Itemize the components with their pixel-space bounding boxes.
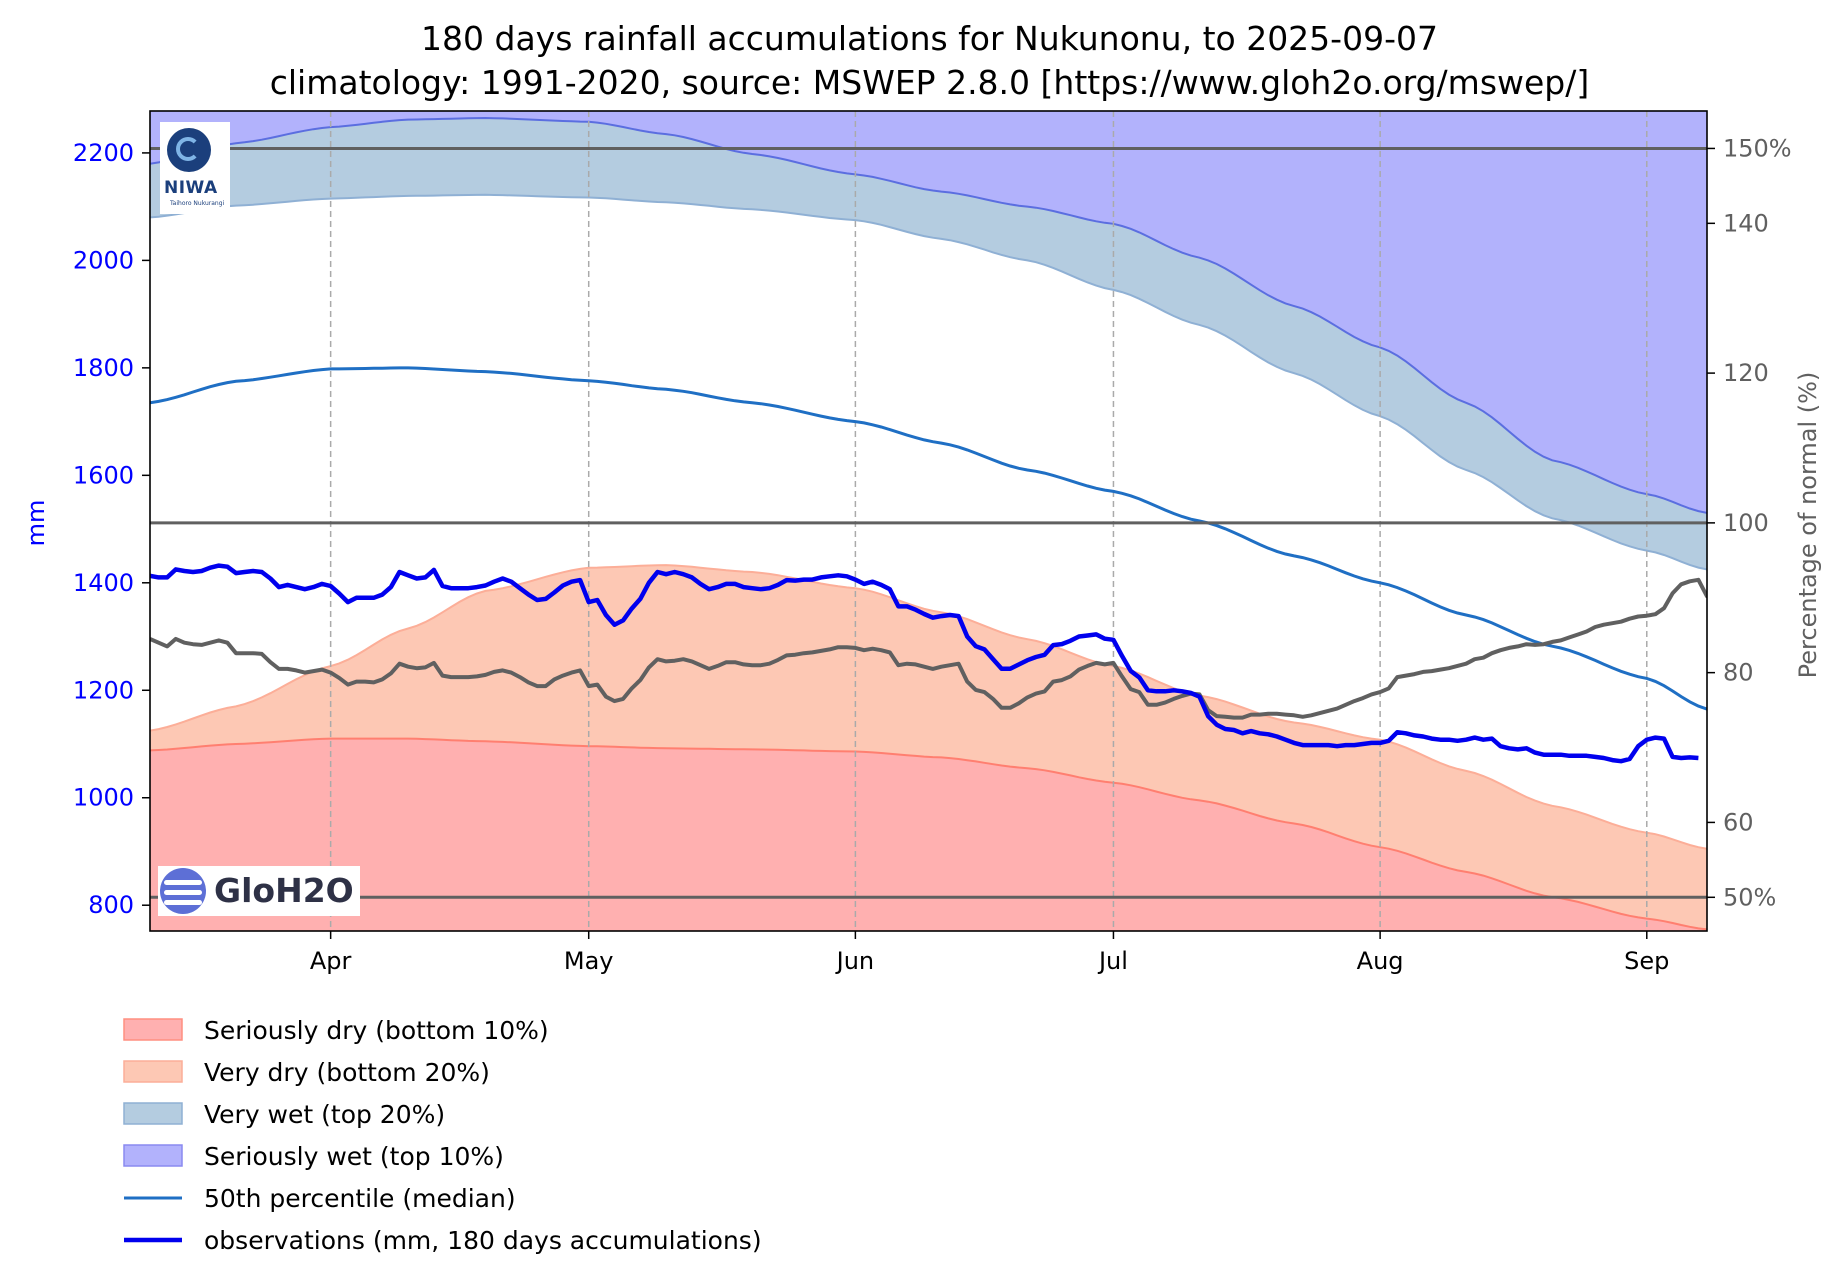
x-tick-label: Sep	[1624, 947, 1669, 975]
band-very-wet	[150, 118, 1707, 570]
gloh2o-wave-icon	[164, 890, 202, 895]
y-tick-label: 1200	[73, 676, 134, 704]
x-tick-label: Jun	[835, 947, 875, 975]
y2-tick-label: 50%	[1723, 883, 1776, 911]
chart-subtitle: climatology: 1991-2020, source: MSWEP 2.…	[270, 63, 1590, 102]
band-very-dry	[150, 565, 1707, 930]
y2-axis-label: Percentage of normal (%)	[1794, 372, 1822, 679]
y2-tick-label: 100	[1723, 509, 1769, 537]
legend-label: Seriously dry (bottom 10%)	[204, 1016, 549, 1045]
y2-tick-label: 150%	[1723, 134, 1792, 162]
line-p10	[150, 737, 1707, 931]
legend-swatch	[123, 1018, 183, 1041]
plot-area	[150, 111, 1707, 931]
band-seriously-dry	[150, 738, 1707, 931]
x-tick-label: May	[564, 947, 614, 975]
x-tick-label: Aug	[1357, 947, 1404, 975]
y-tick-label: 800	[88, 891, 134, 919]
y-tick-label: 1600	[73, 461, 134, 489]
line-p80	[150, 193, 1707, 571]
y-axis-label: mm	[22, 500, 50, 547]
y2-tick-label: 140	[1723, 209, 1769, 237]
plot-frame	[149, 110, 1708, 932]
line-p20	[150, 564, 1707, 850]
legend-label: Very wet (top 20%)	[204, 1100, 445, 1129]
legend: Seriously dry (bottom 10%) Very dry (bott…	[123, 1016, 762, 1255]
gloh2o-logo: GloH2O	[158, 866, 360, 916]
niwa-logo: NIWA Taihoro Nukurangi	[160, 122, 230, 214]
legend-label: Very dry (bottom 20%)	[204, 1058, 490, 1087]
niwa-logo-subtext: Taihoro Nukurangi	[170, 200, 225, 207]
y-tick-label: 2000	[73, 246, 134, 274]
y2-tick-label: 120	[1723, 359, 1769, 387]
legend-label: Seriously wet (top 10%)	[204, 1142, 504, 1171]
band-seriously-wet	[150, 111, 1707, 513]
line-p90	[150, 116, 1707, 514]
y-tick-label: 1400	[73, 569, 134, 597]
y-tick-label: 1800	[73, 354, 134, 382]
legend-label: observations (mm, 180 days accumulations…	[204, 1226, 762, 1255]
legend-swatch	[123, 1102, 183, 1125]
y-tick-label: 1000	[73, 784, 134, 812]
x-tick-label: Apr	[310, 947, 352, 975]
percent-of-normal-line	[150, 577, 1707, 720]
median-line	[150, 366, 1707, 711]
gloh2o-logo-text: GloH2O	[214, 871, 354, 910]
gloh2o-wave-icon	[164, 880, 202, 885]
y2-tick-label: 80	[1723, 659, 1754, 687]
legend-swatch	[123, 1144, 183, 1167]
niwa-logo-text: NIWA	[164, 178, 218, 198]
legend-label: 50th percentile (median)	[204, 1184, 516, 1213]
y-tick-label: 2200	[73, 139, 134, 167]
observations-line	[150, 563, 1699, 764]
gloh2o-wave-icon	[164, 900, 202, 905]
y2-tick-label: 60	[1723, 808, 1754, 836]
legend-swatch	[123, 1060, 183, 1083]
x-tick-label: Jul	[1097, 947, 1128, 975]
chart-title: 180 days rainfall accumulations for Nuku…	[421, 19, 1438, 58]
niwa-swirl-icon	[176, 137, 200, 161]
